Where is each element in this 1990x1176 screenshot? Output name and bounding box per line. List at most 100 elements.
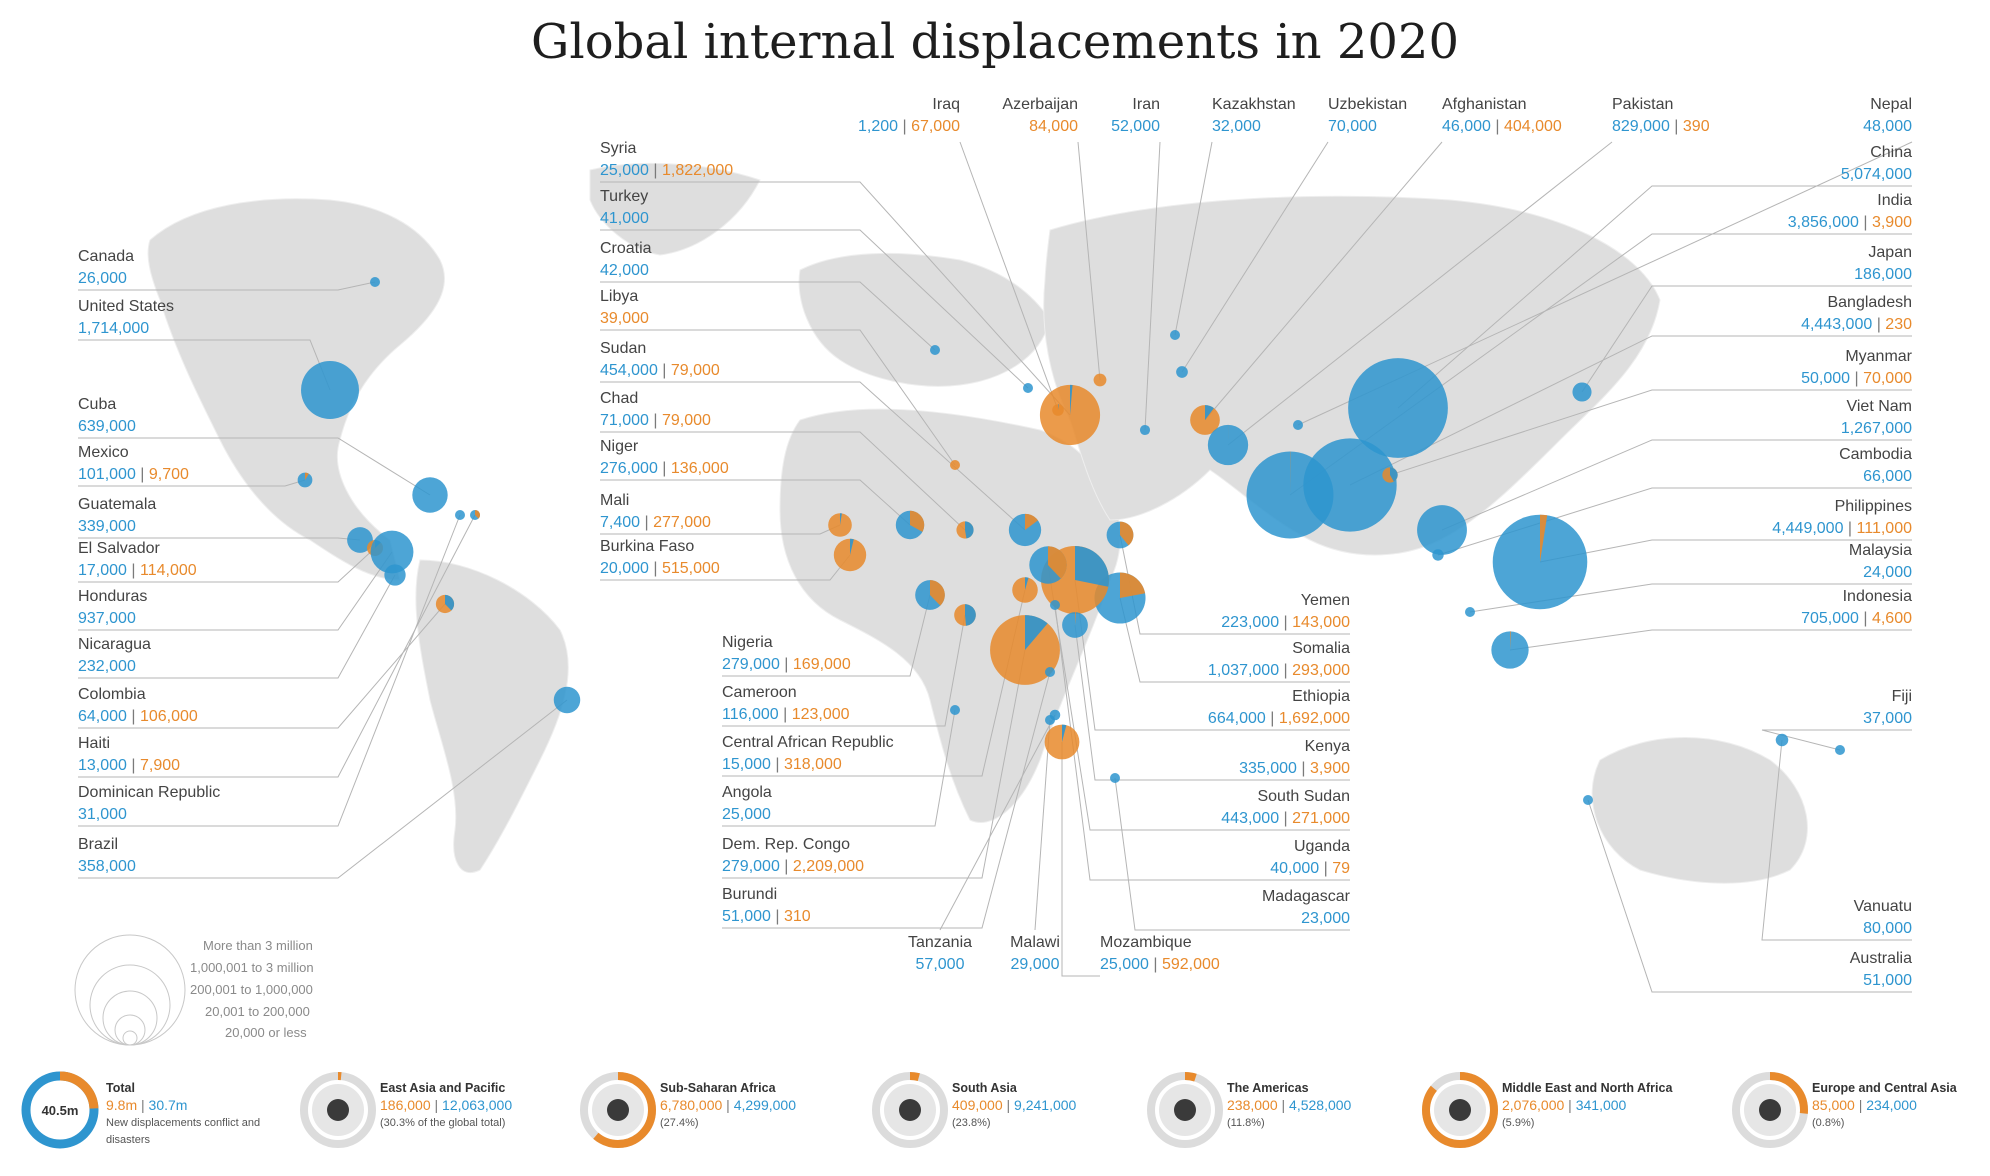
country-values: 186,000 [1682,264,1912,286]
region-silhouette-icon [899,1099,921,1121]
country-name: Tanzania [907,934,973,951]
country-values: 223,000 | 143,000 [1221,614,1350,631]
leader-line [1181,141,1329,373]
conflict-value: 50,000 [1801,370,1851,387]
bubble-iraq [1052,404,1064,416]
country-label: Cuba 639,000 [78,394,136,438]
country-name: Syria [600,140,637,157]
bubble-wedge [965,604,976,626]
bubble-bangladesh [1303,438,1397,532]
country-values: 40,000 | 79 [1270,860,1350,877]
bubble-circle [1293,420,1303,430]
country-values: 4,449,000 | 111,000 [1772,520,1912,537]
leader-line [1761,739,1912,941]
disaster-value: 123,000 [791,706,850,723]
country-label: Turkey 41,000 [600,186,649,230]
country-label: Nepal 48,000 [1682,94,1912,138]
bubble-libya [950,460,960,470]
bubble-wedge [930,580,945,606]
disaster-value: 310 [783,908,811,925]
region-silhouette-icon [1759,1099,1781,1121]
conflict-value: 1,200 [857,118,899,135]
country-name: Uganda [1293,838,1350,855]
country-name: Mali [600,492,630,509]
total-donut: 40.5m [21,1071,99,1149]
region-name: Europe and Central Asia [1812,1081,1957,1095]
country-values: 232,000 [78,656,151,678]
conflict-value: 276,000 [600,460,658,477]
country-name: Yemen [1300,592,1350,609]
chart-title: Global internal displacements in 2020 [531,14,1459,70]
total-center-value: 40.5m [42,1103,79,1118]
conflict-value: 41,000 [600,210,649,227]
conflict-value: 1,267,000 [1840,420,1912,437]
country-name: Angola [722,784,772,801]
country-name: Cuba [78,396,117,413]
disaster-value: 84,000 [1029,118,1078,135]
disaster-value: 277,000 [653,514,711,531]
leader-line [939,714,1056,931]
country-values: 23,000 [1120,908,1350,930]
country-label: Yemen 223,000 | 143,000 [1120,590,1350,634]
conflict-value: 335,000 [1239,760,1297,777]
conflict-value: 25,000 [722,806,771,823]
conflict-value: 223,000 [1221,614,1280,631]
region-silhouette-icon [327,1099,349,1121]
country-name: Ethiopia [1292,688,1350,705]
bubble-circle [384,564,406,586]
bubble-japan [1572,382,1592,402]
bubble-circle [1023,383,1033,393]
leader-line [600,479,911,526]
country-values: 48,000 [1682,116,1912,138]
country-values: 829,000 | 390 [1612,118,1710,135]
bubble-circle [1775,733,1789,747]
country-label: El Salvador 17,000 | 114,000 [78,538,197,582]
bubble-wedge [1058,404,1059,410]
country-label: Malawi 29,000 [975,932,1095,976]
country-values: 13,000 | 7,900 [78,757,181,774]
country-label: Viet Nam 1,267,000 [1682,396,1912,440]
country-name: Kazakhstan [1212,96,1296,113]
country-label: Chad 71,000 | 79,000 [600,388,711,432]
country-label: Haiti 13,000 | 7,900 [78,733,180,777]
region-conflict-value: 2,076,000 [1502,1097,1565,1113]
bubble-dominican-republic [455,510,465,520]
bubble-circle [950,705,960,715]
leader-line [1349,335,1912,486]
conflict-value: 52,000 [1111,118,1160,135]
bubble-colombia [435,594,455,614]
bubble-madagascar [1110,773,1120,783]
conflict-value: 20,000 [600,560,649,577]
region-donut [300,1072,376,1148]
country-name: Dominican Republic [78,784,221,801]
bubble-circle [553,686,581,714]
region-conflict-arc [580,1072,656,1148]
country-name: Niger [600,438,639,455]
region-conflict-value: 409,000 [952,1097,1003,1113]
bubble-circle [950,460,960,470]
bubble-cambodia [1432,549,1444,561]
country-label: Azerbaijan 84,000 [848,94,1078,138]
conflict-value: 1,714,000 [78,320,150,337]
leader-line [1174,141,1213,336]
region-disaster-value: 341,000 [1575,1097,1627,1113]
country-label: Somalia 1,037,000 | 293,000 [1120,638,1350,682]
country-name: Dem. Rep. Congo [722,836,851,853]
bubble-philippines [1492,514,1588,610]
bubble-circle [1110,773,1120,783]
landmass-australia [1591,737,1808,884]
country-values: 7,400 | 277,000 [600,514,711,531]
country-values: 42,000 [600,260,652,282]
bubble-iran [1139,424,1151,436]
country-values: 84,000 [848,116,1078,138]
country-name: Chad [600,390,639,407]
country-label: Ethiopia 664,000 | 1,692,000 [1120,686,1350,730]
country-values: 37,000 [1682,708,1912,730]
bubble-circle [412,477,448,513]
leader-line [1047,564,1350,831]
bubble-guatemala [347,527,373,553]
country-values: 1,267,000 [1682,418,1912,440]
bubble-azerbaijan [1093,373,1107,387]
country-values: 937,000 [78,608,147,630]
leader-line [600,329,956,466]
